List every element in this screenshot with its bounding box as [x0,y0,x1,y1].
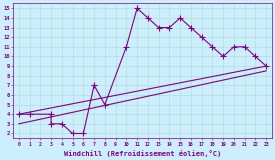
X-axis label: Windchill (Refroidissement éolien,°C): Windchill (Refroidissement éolien,°C) [64,150,221,156]
